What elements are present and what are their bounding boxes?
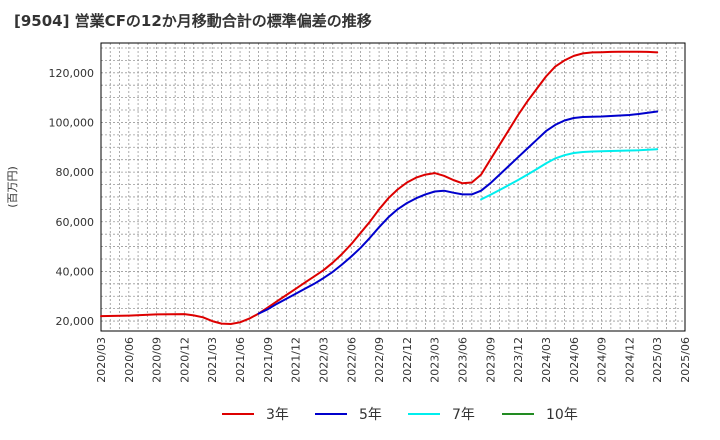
- x-tick-label: 2025/03: [651, 337, 664, 383]
- x-tick-label: 2020/12: [178, 337, 191, 383]
- y-tick-label: 20,000: [56, 315, 95, 328]
- legend-label: 7年: [452, 407, 475, 423]
- x-tick-label: 2024/12: [623, 337, 636, 383]
- x-tick-label: 2023/09: [484, 337, 497, 383]
- series-layer: [100, 50, 659, 325]
- series-line-0: [100, 50, 659, 325]
- x-tick-label: 2024/09: [596, 337, 609, 383]
- x-tick-label: 2022/09: [373, 337, 386, 383]
- x-tick-label: 2023/12: [512, 337, 525, 383]
- y-tick-label: 60,000: [56, 216, 95, 229]
- plot-area-frame: [100, 42, 686, 332]
- x-tick-label: 2024/06: [568, 337, 581, 383]
- x-tick-label: 2021/12: [290, 337, 303, 383]
- y-tick-label: 120,000: [49, 67, 95, 80]
- y-tick-label: 80,000: [56, 166, 95, 179]
- legend-label: 10年: [546, 407, 578, 423]
- x-tick-label: 2020/09: [151, 337, 164, 383]
- x-tick-label: 2022/06: [345, 337, 358, 383]
- y-tick-label: 40,000: [56, 265, 95, 278]
- series-line-1: [257, 110, 659, 315]
- x-tick-label: 2022/03: [317, 337, 330, 383]
- grid: [100, 43, 686, 331]
- x-tick-label: 2021/09: [262, 337, 275, 383]
- legend-label: 3年: [266, 407, 289, 423]
- x-tick-label: 2020/06: [123, 337, 136, 383]
- y-axis-ticks: 20,000 40,000 60,000 80,000 100,000 120,000: [49, 67, 95, 328]
- x-tick-label: 2022/12: [401, 337, 414, 383]
- x-tick-label: 2024/03: [540, 337, 553, 383]
- legend-label: 5年: [359, 407, 382, 423]
- legend: 3年 5年 7年 10年: [222, 407, 578, 423]
- x-tick-label: 2023/03: [429, 337, 442, 383]
- series-line-2: [480, 148, 659, 201]
- x-axis-ticks: 2020/03 2020/06 2020/09 2020/12 2021/03 2021/…: [95, 337, 692, 383]
- x-tick-label: 2025/06: [679, 337, 692, 383]
- x-tick-label: 2023/06: [457, 337, 470, 383]
- x-tick-label: 2021/06: [234, 337, 247, 383]
- x-tick-label: 2021/03: [206, 337, 219, 383]
- y-tick-label: 100,000: [49, 116, 95, 129]
- chart-title: [9504] 営業CFの12か月移動合計の標準偏差の推移: [14, 12, 372, 30]
- x-tick-label: 2020/03: [95, 337, 108, 383]
- y-axis-label: (百万円): [6, 166, 19, 208]
